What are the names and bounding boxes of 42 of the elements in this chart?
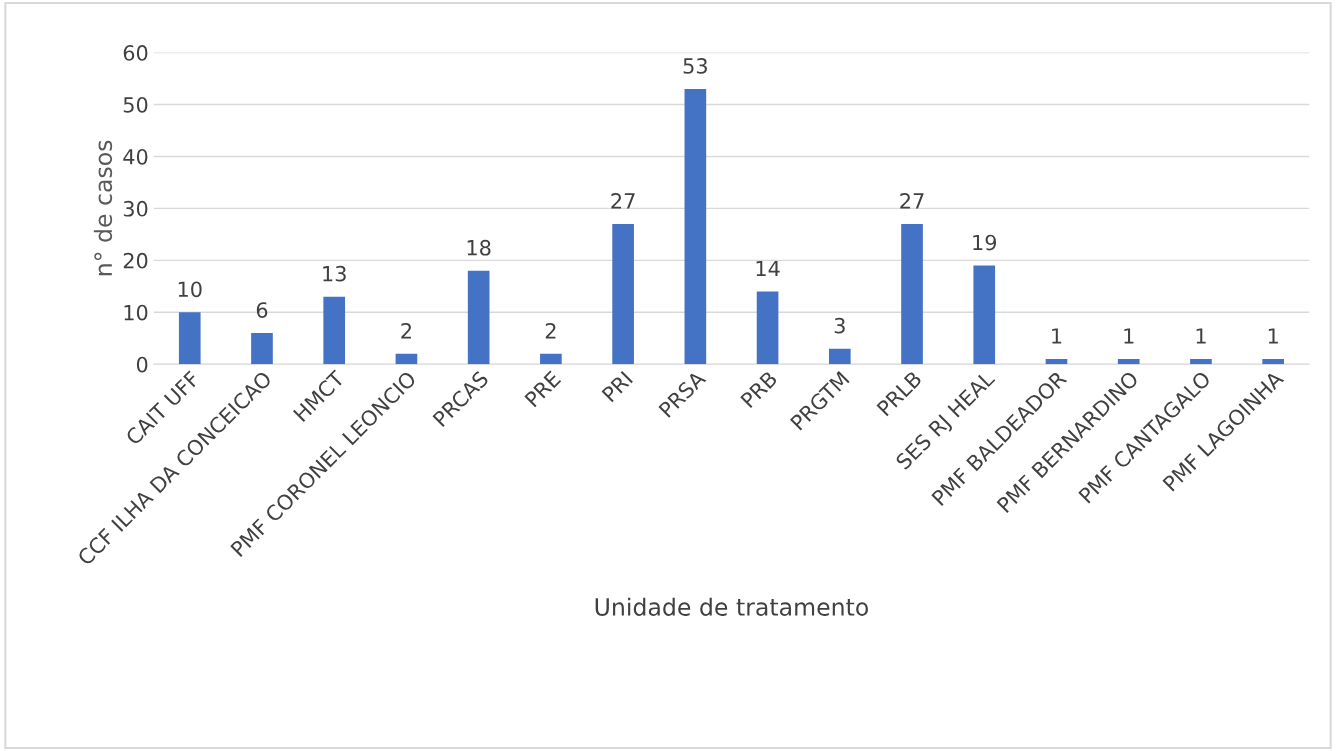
y-tick-label: 60 xyxy=(123,45,148,61)
bar xyxy=(612,223,634,365)
data-label: 1 xyxy=(1268,328,1278,344)
bar xyxy=(1045,359,1068,365)
y-tick-label: 10 xyxy=(124,304,148,321)
y-tick-label: 40 xyxy=(123,148,148,165)
bar xyxy=(540,353,562,365)
data-label: 10 xyxy=(178,281,202,298)
data-label: 1 xyxy=(1052,328,1062,344)
data-label: 27 xyxy=(900,193,924,209)
data-label: 13 xyxy=(323,265,346,282)
bar xyxy=(1262,359,1284,365)
x-axis-title: Unidade de tratamento xyxy=(595,597,868,616)
bar xyxy=(467,270,490,365)
data-label: 19 xyxy=(973,234,997,251)
bar xyxy=(1190,359,1212,365)
bar xyxy=(684,88,707,365)
bar xyxy=(1117,359,1140,365)
bar xyxy=(756,291,779,365)
data-label: 18 xyxy=(467,239,491,256)
y-tick-label: 50 xyxy=(123,96,148,113)
bar xyxy=(178,312,201,365)
data-label: 27 xyxy=(611,193,635,209)
y-tick-label: 20 xyxy=(123,252,148,269)
bar xyxy=(828,348,851,365)
data-label: 53 xyxy=(683,58,707,74)
bar xyxy=(973,265,996,365)
data-label: 1 xyxy=(1124,328,1134,344)
data-label: 2 xyxy=(401,322,411,339)
data-label: 2 xyxy=(545,322,556,339)
y-tick-label: 0 xyxy=(136,356,148,373)
y-axis-title: n° de casos xyxy=(93,140,113,276)
data-label: 1 xyxy=(1196,328,1206,344)
data-label: 14 xyxy=(756,260,780,277)
data-label: 6 xyxy=(256,302,268,318)
bar xyxy=(323,296,346,365)
bar xyxy=(251,333,273,365)
x-tick-label: PRI xyxy=(601,371,633,403)
y-tick-label: 30 xyxy=(123,200,148,217)
bar xyxy=(901,223,923,365)
data-label: 3 xyxy=(834,317,845,334)
bar xyxy=(395,353,418,365)
